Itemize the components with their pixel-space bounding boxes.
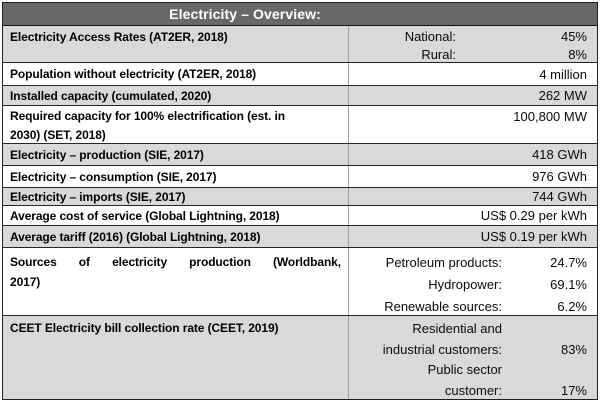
row-population-without-electricity: Population without electricity (AT2ER, 2… (3, 63, 597, 86)
row-label: Installed capacity (cumulated, 2020) (10, 88, 212, 103)
value-label: Hydropower: (428, 276, 502, 292)
value-pair: Residential and industrial customers: 83… (349, 319, 597, 360)
value-label: Rural: (421, 46, 456, 62)
value: 45% (560, 29, 587, 44)
row-value: 418 GWh (348, 144, 597, 165)
row-electricity-access-rates: Electricity Access Rates (AT2ER, 2018) N… (3, 26, 597, 63)
value: 17% (560, 382, 587, 398)
row-value: 262 MW (348, 86, 597, 105)
row-value: US$ 0.19 per kWh (348, 226, 597, 247)
value-pair: National: 45% (349, 28, 597, 46)
value: 24.7% (550, 254, 587, 270)
value-pair: Rural: 8% (349, 46, 597, 63)
row-installed-capacity: Installed capacity (cumulated, 2020) 262… (3, 86, 597, 106)
value-pair: Renewable sources: 6.2% (349, 295, 597, 315)
row-label: Electricity – consumption (SIE, 2017) (10, 169, 217, 184)
row-label: CEET Electricity bill collection rate (C… (10, 321, 279, 335)
row-value: US$ 0.29 per kWh (348, 206, 597, 225)
row-label: Average tariff (2016) (Global Lightning,… (10, 229, 261, 244)
row-label: Average cost of service (Global Lightnin… (10, 208, 280, 223)
value-pair: Public sector customer: 17% (349, 360, 597, 399)
value: 6.2% (557, 298, 587, 314)
row-electricity-imports: Electricity – imports (SIE, 2017) 744 GW… (3, 188, 597, 206)
row-electricity-production: Electricity – production (SIE, 2017) 418… (3, 144, 597, 166)
row-label: Sources of electricity production (World… (10, 255, 341, 289)
row-value: 976 GWh (348, 166, 597, 187)
row-value: 4 million (348, 63, 597, 85)
row-values: Petroleum products: 24.7% Hydropower: 69… (348, 248, 597, 315)
row-values: Residential and industrial customers: 83… (348, 316, 597, 399)
row-value: 744 GWh (348, 188, 597, 205)
table-title-bar: Electricity – Overview: (3, 3, 597, 26)
value-label: Renewable sources: (384, 298, 502, 314)
row-electricity-consumption: Electricity – consumption (SIE, 2017) 97… (3, 166, 597, 188)
row-label: Electricity – production (SIE, 2017) (10, 147, 204, 162)
value-pair: Petroleum products: 24.7% (349, 251, 597, 273)
table-title: Electricity – Overview: (169, 6, 321, 22)
row-label: Population without electricity (AT2ER, 2… (10, 67, 257, 81)
row-label: Electricity Access Rates (AT2ER, 2018) (10, 30, 228, 44)
value-label: Residential and industrial customers: (382, 321, 502, 357)
row-value: 100,800 MW (348, 106, 597, 143)
value-label: National: (404, 29, 456, 44)
value: 8% (568, 46, 587, 62)
value-pair: Hydropower: 69.1% (349, 273, 597, 295)
row-label: Required capacity for 100% electrificati… (10, 109, 285, 142)
value-label: Petroleum products: (385, 254, 502, 270)
row-values: National: 45% Rural: 8% (348, 26, 597, 62)
value: 83% (560, 341, 587, 357)
row-sources-of-production: Sources of electricity production (World… (3, 248, 597, 316)
value: 69.1% (550, 276, 587, 292)
row-required-capacity: Required capacity for 100% electrificati… (3, 106, 597, 144)
row-ceet-bill-collection-rate: CEET Electricity bill collection rate (C… (3, 316, 597, 399)
value-label: Public sector customer: (427, 362, 502, 398)
row-average-cost-of-service: Average cost of service (Global Lightnin… (3, 206, 597, 226)
row-average-tariff: Average tariff (2016) (Global Lightning,… (3, 226, 597, 248)
row-label: Electricity – imports (SIE, 2017) (10, 189, 186, 204)
